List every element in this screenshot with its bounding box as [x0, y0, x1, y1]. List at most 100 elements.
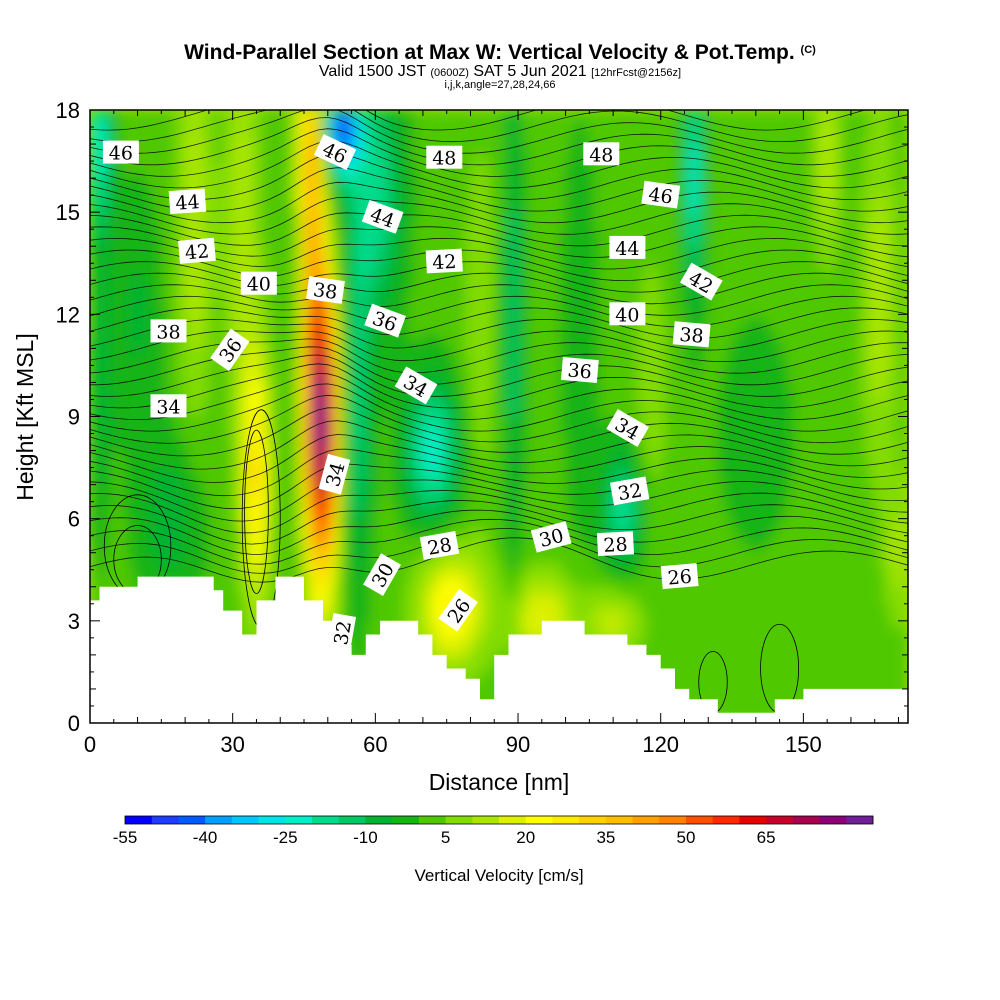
field-cell — [361, 186, 367, 196]
field-cell — [151, 442, 158, 452]
field-cell — [109, 305, 115, 315]
field-cell — [104, 314, 110, 324]
field-cell — [270, 365, 277, 375]
field-cell — [270, 263, 277, 273]
field-cell — [151, 110, 158, 120]
field-cell — [142, 569, 148, 579]
field-cell — [151, 280, 158, 290]
field-cell — [180, 450, 186, 460]
field-cell — [90, 118, 96, 128]
field-cell — [242, 595, 248, 605]
field-cell — [227, 314, 234, 324]
field-cell — [370, 408, 376, 418]
field-cell — [123, 408, 129, 418]
field-cell — [208, 493, 215, 503]
field-cell — [218, 118, 224, 128]
field-cell — [223, 118, 229, 128]
field-cell — [413, 425, 419, 435]
field-cell — [109, 442, 115, 452]
field-cell — [313, 186, 319, 196]
field-cell — [384, 510, 391, 520]
field-cell — [113, 280, 120, 290]
field-cell — [208, 186, 215, 196]
field-cell — [151, 459, 158, 469]
field-cell — [175, 365, 181, 375]
field-cell — [304, 391, 310, 401]
field-cell — [289, 373, 296, 383]
field-cell — [342, 271, 348, 281]
field-cell — [147, 399, 153, 409]
field-cell — [137, 467, 143, 477]
field-cell — [227, 373, 234, 383]
field-cell — [384, 237, 391, 247]
field-cell — [346, 229, 353, 239]
field-cell — [361, 144, 367, 154]
field-cell — [299, 297, 305, 307]
field-cell — [227, 476, 234, 486]
field-cell — [261, 408, 267, 418]
field-cell — [413, 322, 419, 332]
field-cell — [375, 339, 381, 349]
field-cell — [113, 518, 120, 528]
field-cell — [261, 527, 267, 537]
field-cell — [408, 527, 414, 537]
field-cell — [147, 152, 153, 162]
field-cell — [266, 425, 272, 435]
field-cell — [161, 501, 167, 511]
field-cell — [289, 152, 296, 162]
field-cell — [128, 569, 134, 579]
field-cell — [156, 195, 162, 205]
field-cell — [318, 373, 324, 383]
field-cell — [318, 501, 324, 511]
field-cell — [175, 501, 181, 511]
field-cell — [118, 254, 124, 264]
field-cell — [294, 365, 300, 375]
field-cell — [408, 178, 414, 188]
field-cell — [304, 161, 310, 171]
field-cell — [242, 178, 248, 188]
field-cell — [275, 186, 281, 196]
field-cell — [128, 161, 134, 171]
field-cell — [318, 595, 324, 605]
field-cell — [251, 484, 258, 494]
field-cell — [251, 229, 258, 239]
field-cell — [370, 178, 376, 188]
field-cell — [304, 382, 310, 392]
field-cell — [194, 263, 200, 273]
field-cell — [90, 186, 96, 196]
field-cell — [161, 314, 167, 324]
field-cell — [356, 305, 362, 315]
field-cell — [194, 322, 200, 332]
field-cell — [189, 450, 196, 460]
field-cell — [232, 271, 239, 281]
field-cell — [232, 246, 239, 256]
field-cell — [246, 331, 253, 341]
field-cell — [246, 569, 253, 579]
field-cell — [246, 510, 253, 520]
field-cell — [304, 399, 310, 409]
field-cell — [413, 467, 419, 477]
field-cell — [237, 442, 243, 452]
title-main: Wind-Parallel Section at Max W: Vertical… — [184, 41, 795, 64]
field-cell — [237, 365, 243, 375]
field-cell — [399, 416, 405, 426]
field-cell — [375, 135, 381, 145]
field-cell — [384, 144, 391, 154]
field-cell — [147, 408, 153, 418]
field-cell — [208, 518, 215, 528]
field-cell — [270, 339, 277, 349]
field-cell — [94, 127, 101, 137]
field-cell — [327, 348, 334, 358]
field-cell — [185, 220, 191, 230]
field-cell — [384, 118, 391, 128]
field-cell — [308, 254, 315, 264]
field-cell — [280, 382, 286, 392]
field-cell — [223, 237, 229, 247]
field-cell — [137, 110, 143, 120]
field-cell — [323, 518, 329, 528]
field-cell — [285, 339, 291, 349]
field-cell — [342, 391, 348, 401]
field-cell — [304, 271, 310, 281]
field-cell — [232, 203, 239, 213]
field-cell — [113, 288, 120, 298]
